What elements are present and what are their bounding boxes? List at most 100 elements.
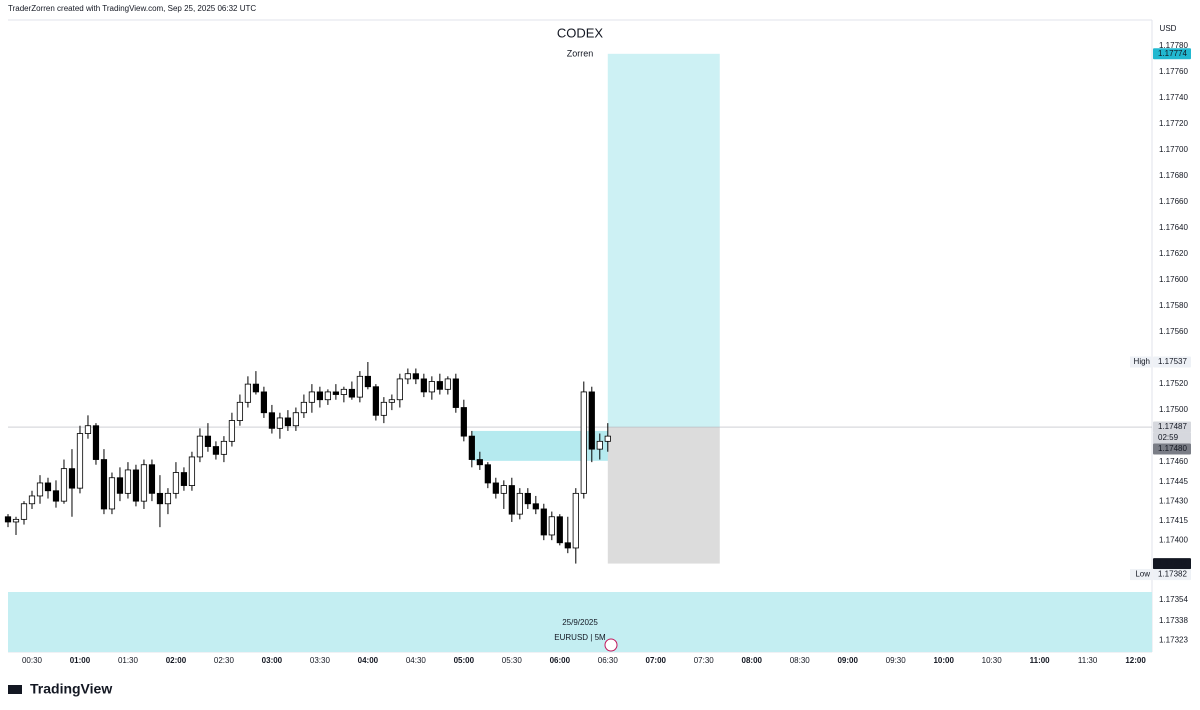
candle-body	[572, 492, 579, 549]
candle-body	[340, 388, 347, 395]
y-tick-label: 1.17400	[1159, 535, 1188, 544]
y-tick-label: 1.17560	[1159, 327, 1188, 336]
price-tag: 1.17487	[1158, 422, 1187, 431]
candle	[148, 459, 156, 502]
price-tag-bg	[1153, 443, 1191, 455]
candle	[300, 394, 307, 418]
y-tick-label: 1.17700	[1159, 145, 1188, 154]
info-band	[8, 592, 1152, 652]
candle	[420, 373, 427, 398]
candle-body	[268, 412, 276, 429]
candle-body	[140, 464, 148, 502]
logo[interactable]: TradingView	[8, 681, 112, 697]
candle-body	[196, 435, 204, 458]
price-tag: 1.17480	[1158, 444, 1187, 453]
symbol-label: EURUSD | 5M	[554, 633, 606, 642]
candle	[444, 376, 451, 395]
candle-body	[372, 386, 379, 416]
candle-body	[228, 420, 236, 442]
candle	[332, 384, 339, 400]
y-tick-label: 1.17620	[1159, 249, 1188, 258]
candle-body	[28, 495, 36, 505]
countdown: 02:59	[1158, 433, 1179, 442]
candle-body	[244, 383, 252, 403]
candle-body	[484, 464, 491, 484]
candle	[220, 436, 228, 463]
candle	[212, 441, 220, 460]
candle-body	[188, 456, 196, 486]
y-tick-label: 1.17720	[1159, 119, 1188, 128]
candle-body	[52, 490, 60, 502]
candle	[196, 428, 204, 463]
candle	[516, 488, 523, 520]
candle-body	[44, 482, 52, 492]
y-tick-label: 1.17580	[1159, 301, 1188, 310]
x-tick-label: 03:00	[262, 656, 283, 665]
y-tick-label: 1.17760	[1159, 67, 1188, 76]
candle-body	[500, 485, 507, 494]
y-tick-label: 1.17323	[1159, 635, 1188, 644]
candle	[428, 376, 435, 400]
candle	[540, 503, 547, 541]
price-tag-bg	[1153, 569, 1191, 581]
candle-body	[276, 417, 284, 429]
candle-body	[428, 381, 435, 393]
candle-body	[236, 401, 244, 421]
candle-body	[556, 516, 563, 544]
x-tick-label: 08:00	[742, 656, 763, 665]
candle	[316, 386, 323, 408]
logo-mark	[8, 685, 22, 694]
candle-body	[460, 407, 467, 437]
candle-body	[332, 391, 339, 395]
candle-body	[132, 469, 140, 502]
candle	[396, 373, 403, 408]
candle	[500, 480, 507, 509]
candle-body	[564, 542, 571, 549]
candle-body	[124, 469, 132, 494]
price-tag-bg	[1153, 48, 1191, 60]
candle-body	[108, 477, 116, 510]
y-tick-label: 1.17780	[1159, 41, 1188, 50]
x-tick-label: 09:00	[837, 656, 858, 665]
candle-body	[492, 482, 499, 494]
candle-body	[12, 518, 20, 523]
candle	[356, 371, 363, 403]
candle	[140, 459, 148, 509]
candle-body	[180, 472, 188, 486]
candle-body	[324, 391, 331, 401]
candle-body	[76, 433, 84, 489]
candle	[588, 386, 595, 463]
candle	[36, 475, 44, 504]
candle	[580, 381, 587, 499]
candle	[52, 480, 60, 508]
y-tick-label: 1.17660	[1159, 197, 1188, 206]
candle-body	[452, 378, 459, 408]
x-tick-label: 11:00	[1030, 656, 1051, 665]
alert-icon[interactable]	[604, 638, 618, 652]
x-tick-label: 11:30	[1078, 656, 1098, 665]
candle	[508, 477, 515, 522]
candle	[68, 449, 76, 517]
candle	[44, 477, 52, 499]
candle	[292, 407, 299, 431]
candle-body	[100, 459, 108, 510]
candle-body	[260, 391, 268, 414]
candle-body	[292, 412, 299, 427]
candle-body	[20, 503, 28, 520]
y-tick-label: 1.17430	[1159, 496, 1188, 505]
x-tick-label: 06:00	[550, 656, 571, 665]
candle	[12, 516, 20, 535]
candle	[228, 412, 236, 447]
candle	[236, 394, 244, 426]
chart-title: CODEX	[557, 25, 604, 40]
x-tick-label: 12:00	[1125, 656, 1146, 665]
price-tag-name: High	[1134, 357, 1150, 366]
x-tick-label: 04:00	[358, 656, 379, 665]
candle-body	[596, 440, 603, 450]
candle-body	[284, 417, 292, 427]
price-tag-bg	[1153, 558, 1191, 570]
x-tick-label: 06:30	[598, 656, 619, 665]
candle-body	[396, 378, 403, 401]
candle-body	[436, 381, 443, 390]
